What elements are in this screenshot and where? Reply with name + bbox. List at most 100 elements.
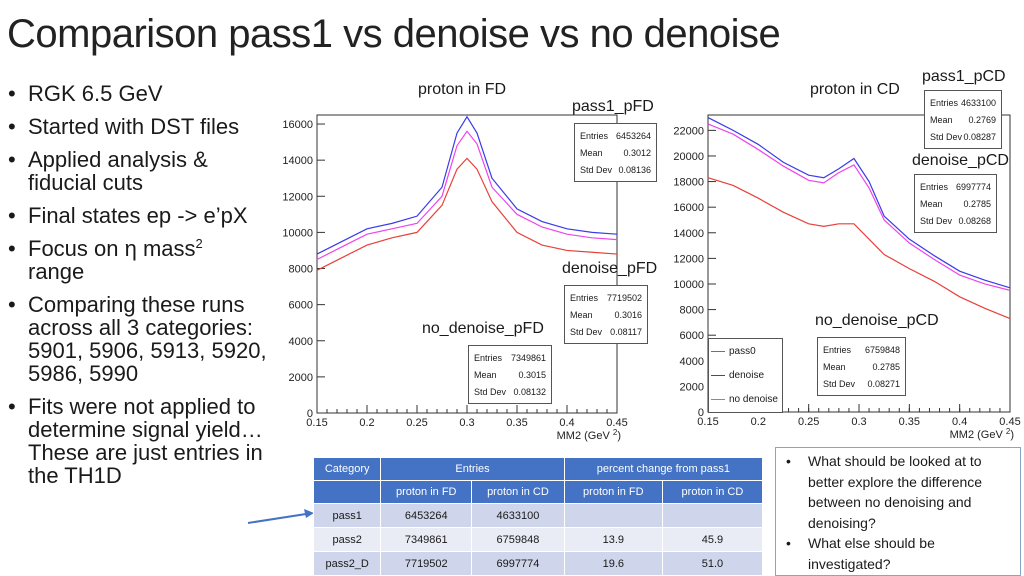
x-axis-label: MM2 (GeV 2) <box>950 427 1014 441</box>
x-tick-label: 0.45 <box>999 416 1020 428</box>
header-cell: Entries <box>380 457 565 481</box>
y-tick-label: 14000 <box>282 155 313 167</box>
y-tick-label: 20000 <box>673 151 704 163</box>
stats-row: Mean 0.3016 <box>570 309 642 320</box>
x-axis-label: MM2 (GeV 2) <box>557 428 621 442</box>
stats-box-title: pass1_pFD <box>572 98 654 115</box>
series-line-no_denoise <box>316 130 618 261</box>
y-tick-label: 2000 <box>680 381 704 393</box>
stats-box-title: pass1_pCD <box>922 68 1006 85</box>
y-tick-label: 12000 <box>282 191 313 203</box>
cell <box>661 503 764 528</box>
cell: 7349861 <box>380 527 473 552</box>
cell: pass2_D <box>312 551 382 576</box>
stats-row: Std Dev 0.08132 <box>474 386 546 397</box>
x-tick-label: 0.35 <box>899 416 920 428</box>
cell: 13.9 <box>563 527 663 552</box>
stats-row: Std Dev 0.08268 <box>920 215 991 226</box>
legend-item-denoise: denoise <box>709 363 782 387</box>
bullet: RGK 6.5 GeV <box>8 82 278 105</box>
stats-row: Entries 6759848 <box>823 344 900 355</box>
x-tick-label: 0.4 <box>952 416 967 428</box>
stats-box: Entries 4633100 Mean 0.2769 Std Dev 0.08287 <box>924 90 1002 149</box>
note-item: What else should be investigated? <box>782 533 1014 574</box>
bullet: Applied analysis & fiducial cuts <box>8 148 278 194</box>
header-cell: proton in CD <box>471 480 565 504</box>
legend-label: denoise <box>729 369 765 381</box>
stats-box: Entries 6997774 Mean 0.2785 Std Dev 0.08268 <box>914 174 997 233</box>
superscript: 2 <box>195 236 203 251</box>
cell: 7719502 <box>380 551 473 576</box>
y-tick-label: 8000 <box>289 264 313 276</box>
stats-row: Entries 4633100 <box>930 97 996 108</box>
x-tick-label: 0.25 <box>798 416 819 428</box>
table-row: pass1 6453264 4633100 <box>312 503 764 528</box>
stats-box-title: denoise_pCD <box>912 152 1009 169</box>
bullet-list: RGK 6.5 GeV Started with DST files Appli… <box>8 82 278 497</box>
stats-row: Mean 0.3012 <box>580 147 651 158</box>
y-tick-label: 16000 <box>282 119 313 131</box>
y-tick-label: 10000 <box>282 227 313 239</box>
cell: 6997774 <box>471 551 565 576</box>
stats-box-title: denoise_pFD <box>562 260 658 277</box>
legend-item-no-denoise: no denoise <box>709 387 782 411</box>
notes-box: What should be looked at to better explo… <box>775 447 1021 576</box>
slide-title: Comparison pass1 vs denoise vs no denois… <box>7 12 781 56</box>
cell: pass2 <box>312 527 382 552</box>
bullet-text: range <box>28 259 85 284</box>
stats-row: Mean 0.2769 <box>930 114 996 125</box>
cell <box>563 503 663 528</box>
stats-row: Mean 0.3015 <box>474 369 546 380</box>
cell: pass1 <box>312 503 382 528</box>
stats-box: Entries 7349861 Mean 0.3015 Std Dev 0.08132 <box>468 345 552 404</box>
entries-table: Category Entries percent change from pass1… <box>312 457 764 576</box>
series-line-denoise <box>316 115 618 255</box>
y-tick-label: 18000 <box>673 177 704 189</box>
x-tick-label: 0.2 <box>359 417 374 429</box>
y-tick-label: 4000 <box>680 356 704 368</box>
series-line-no_denoise <box>707 123 1011 291</box>
y-tick-label: 14000 <box>673 228 704 240</box>
bullet-text: Focus on η mass <box>28 236 196 261</box>
cell: 6759848 <box>471 527 565 552</box>
x-tick-label: 0.15 <box>306 417 327 429</box>
x-tick-label: 0.15 <box>697 416 718 428</box>
cell: 19.6 <box>563 551 663 576</box>
y-tick-label: 6000 <box>289 300 313 312</box>
legend-label: pass0 <box>729 345 756 357</box>
series-line-pass0 <box>707 177 1011 320</box>
header-cell: proton in FD <box>563 480 663 504</box>
header-cell: Category <box>312 457 382 481</box>
y-tick-label: 10000 <box>673 279 704 291</box>
y-tick-label: 22000 <box>673 125 704 137</box>
y-tick-label: 8000 <box>680 305 704 317</box>
stats-row: Std Dev 0.08136 <box>580 164 651 175</box>
x-tick-label: 0.2 <box>751 416 766 428</box>
stats-row: Std Dev 0.08271 <box>823 378 900 389</box>
stats-row: Std Dev 0.08117 <box>570 326 642 337</box>
stats-row: Entries 7349861 <box>474 352 546 363</box>
bullet: Focus on η mass2 range <box>8 236 278 284</box>
x-tick-label: 0.4 <box>559 417 574 429</box>
x-tick-label: 0.3 <box>851 416 866 428</box>
y-tick-label: 6000 <box>680 330 704 342</box>
stats-box: Entries 6759848 Mean 0.2785 Std Dev 0.08271 <box>817 337 906 396</box>
stats-box-title: no_denoise_pCD <box>815 312 939 329</box>
table-row: pass2_D 7719502 6997774 19.6 51.0 <box>312 551 764 576</box>
y-tick-label: 2000 <box>289 372 313 384</box>
y-tick-label: 16000 <box>673 202 704 214</box>
y-tick-label: 4000 <box>289 336 313 348</box>
legend: pass0 denoise no denoise <box>708 338 783 413</box>
chart-title-cd: proton in CD <box>810 81 900 98</box>
stats-box-title: no_denoise_pFD <box>422 320 544 337</box>
bullet: Final states ep -> e’pX <box>8 204 278 227</box>
chart-title-fd: proton in FD <box>418 81 507 98</box>
y-tick-label: 0 <box>698 407 704 419</box>
x-tick-label: 0.3 <box>459 417 474 429</box>
x-tick-label: 0.25 <box>406 417 427 429</box>
header-cell: proton in CD <box>661 480 764 504</box>
y-tick-label: 12000 <box>673 253 704 265</box>
header-cell: percent change from pass1 <box>563 457 764 481</box>
x-tick-label: 0.45 <box>606 417 627 429</box>
bullet: Comparing these runs across all 3 catego… <box>8 293 278 385</box>
